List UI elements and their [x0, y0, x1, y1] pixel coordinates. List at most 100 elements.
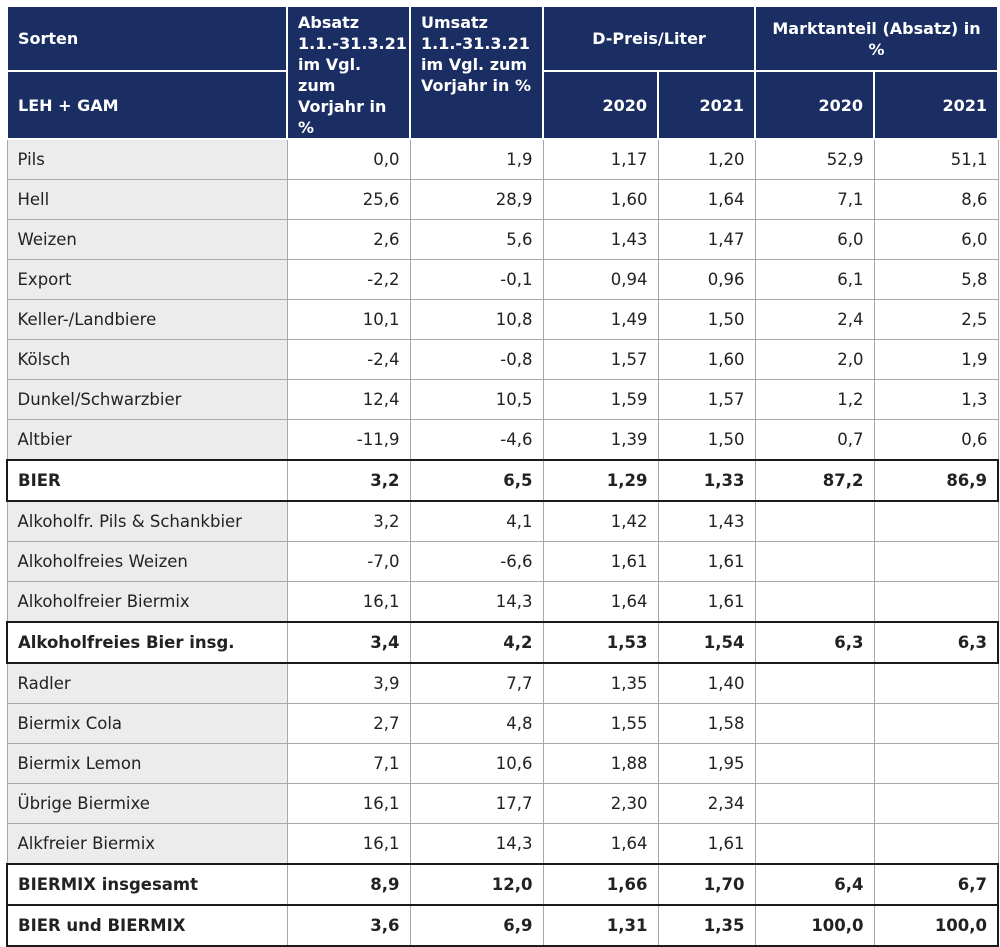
header-sorten: Sorten — [6, 4, 288, 73]
absatz-cell: 12,4 — [286, 379, 411, 420]
share-2020-cell — [754, 581, 875, 623]
row-name-cell: Weizen — [6, 219, 288, 260]
share-2020-cell: 6,4 — [754, 863, 875, 906]
absatz-cell: -7,0 — [286, 541, 411, 582]
umsatz-cell: 10,6 — [409, 743, 544, 784]
row-name-cell: Export — [6, 259, 288, 300]
share-2021-cell: 51,1 — [873, 138, 999, 180]
umsatz-cell: 12,0 — [409, 863, 544, 906]
price-2021-cell: 1,61 — [657, 541, 756, 582]
price-2021-cell: 1,54 — [657, 621, 756, 664]
share-2021-cell: 100,0 — [873, 904, 1000, 947]
absatz-cell: 3,2 — [286, 459, 411, 502]
beer-sales-table: Sorten Absatz 1.1.-31.3.21 im Vgl. zum V… — [6, 4, 1000, 947]
share-2020-cell — [754, 662, 875, 704]
price-2021-cell: 2,34 — [657, 783, 756, 824]
share-2020-cell: 2,0 — [754, 339, 875, 380]
umsatz-cell: 14,3 — [409, 823, 544, 865]
row-name-cell: Keller-/Landbiere — [6, 299, 288, 340]
share-2021-cell: 1,9 — [873, 339, 999, 380]
absatz-cell: 3,4 — [286, 621, 411, 664]
share-2020-cell: 6,0 — [754, 219, 875, 260]
header-d-preis: D-Preis/Liter — [541, 4, 757, 73]
header-marktanteil: Marktanteil (Absatz) in % — [754, 4, 1000, 73]
share-2020-cell — [754, 500, 875, 542]
share-2020-cell — [754, 743, 875, 784]
umsatz-cell: 17,7 — [409, 783, 544, 824]
umsatz-cell: 4,8 — [409, 703, 544, 744]
table-row: Alkoholfr. Pils & Schankbier 3,2 4,1 1,42 1,… — [6, 500, 999, 542]
share-2021-cell — [873, 581, 999, 623]
header-year-share-2020: 2020 — [754, 70, 876, 140]
row-name-cell: Alkoholfreies Weizen — [6, 541, 288, 582]
umsatz-cell: 7,7 — [409, 662, 544, 704]
umsatz-cell: -4,6 — [409, 419, 544, 461]
header-absatz: Absatz 1.1.-31.3.21 im Vgl. zum Vorjahr … — [286, 5, 411, 140]
price-2020-cell: 1,39 — [542, 419, 659, 461]
share-2020-cell: 7,1 — [754, 179, 875, 220]
table-row: Kölsch -2,4 -0,8 1,57 1,60 2,0 1,9 — [6, 339, 999, 380]
absatz-cell: 16,1 — [286, 823, 411, 865]
share-2020-cell: 52,9 — [754, 138, 875, 180]
table-row: Altbier -11,9 -4,6 1,39 1,50 0,7 0,6 — [6, 419, 999, 461]
share-2021-cell — [873, 541, 999, 582]
share-2021-cell — [873, 703, 999, 744]
umsatz-cell: 28,9 — [409, 179, 544, 220]
price-2021-cell: 1,35 — [657, 904, 756, 947]
umsatz-cell: 5,6 — [409, 219, 544, 260]
absatz-cell: -2,2 — [286, 259, 411, 300]
umsatz-cell: 4,2 — [409, 621, 544, 664]
share-2021-cell — [873, 500, 999, 542]
share-2021-cell: 8,6 — [873, 179, 999, 220]
share-2021-cell — [873, 823, 999, 865]
table-row: Weizen 2,6 5,6 1,43 1,47 6,0 6,0 — [6, 219, 999, 260]
share-2020-cell: 6,3 — [754, 621, 875, 664]
table-row: Alkoholfreies Weizen -7,0 -6,6 1,61 1,61 — [6, 541, 999, 582]
price-2021-cell: 0,96 — [657, 259, 756, 300]
header-leh-gam: LEH + GAM — [6, 70, 288, 140]
share-2020-cell: 100,0 — [754, 904, 875, 947]
table-row: Pils 0,0 1,9 1,17 1,20 52,9 51,1 — [6, 138, 999, 180]
price-2021-cell: 1,43 — [657, 500, 756, 542]
umsatz-cell: 6,9 — [409, 904, 544, 947]
umsatz-cell: -0,8 — [409, 339, 544, 380]
absatz-cell: 2,6 — [286, 219, 411, 260]
umsatz-cell: 1,9 — [409, 138, 544, 180]
share-2021-cell: 0,6 — [873, 419, 999, 461]
price-2021-cell: 1,47 — [657, 219, 756, 260]
share-2021-cell: 2,5 — [873, 299, 999, 340]
share-2020-cell — [754, 783, 875, 824]
price-2021-cell: 1,20 — [657, 138, 756, 180]
price-2021-cell: 1,57 — [657, 379, 756, 420]
umsatz-cell: 10,5 — [409, 379, 544, 420]
price-2021-cell: 1,33 — [657, 459, 756, 502]
table-row: Biermix Lemon 7,1 10,6 1,88 1,95 — [6, 743, 999, 784]
header-year-share-2021: 2021 — [873, 70, 1000, 140]
table-row: Export -2,2 -0,1 0,94 0,96 6,1 5,8 — [6, 259, 999, 300]
absatz-cell: 16,1 — [286, 783, 411, 824]
absatz-cell: 3,9 — [286, 662, 411, 704]
umsatz-cell: -0,1 — [409, 259, 544, 300]
header-year-price-2020: 2020 — [542, 70, 659, 140]
share-2020-cell: 6,1 — [754, 259, 875, 300]
table-row: Radler 3,9 7,7 1,35 1,40 — [6, 662, 999, 704]
price-2020-cell: 1,88 — [542, 743, 659, 784]
table-row: Hell 25,6 28,9 1,60 1,64 7,1 8,6 — [6, 179, 999, 220]
price-2020-cell: 1,57 — [542, 339, 659, 380]
share-2020-cell: 2,4 — [754, 299, 875, 340]
price-2020-cell: 2,30 — [542, 783, 659, 824]
row-name-cell: BIER — [6, 459, 288, 502]
price-2021-cell: 1,64 — [657, 179, 756, 220]
price-2020-cell: 1,49 — [542, 299, 659, 340]
table-row: Dunkel/Schwarzbier 12,4 10,5 1,59 1,57 1,2 1,3 — [6, 379, 999, 420]
table-row: Alkoholfreier Biermix 16,1 14,3 1,64 1,61 — [6, 581, 999, 623]
share-2021-cell — [873, 662, 999, 704]
row-name-cell: Übrige Biermixe — [6, 783, 288, 824]
share-2021-cell: 86,9 — [873, 459, 1000, 502]
absatz-cell: 2,7 — [286, 703, 411, 744]
header-umsatz-line: im Vgl. zum — [421, 55, 528, 74]
price-2020-cell: 1,29 — [542, 459, 659, 502]
price-2020-cell: 0,94 — [542, 259, 659, 300]
price-2021-cell: 1,40 — [657, 662, 756, 704]
price-2020-cell: 1,59 — [542, 379, 659, 420]
